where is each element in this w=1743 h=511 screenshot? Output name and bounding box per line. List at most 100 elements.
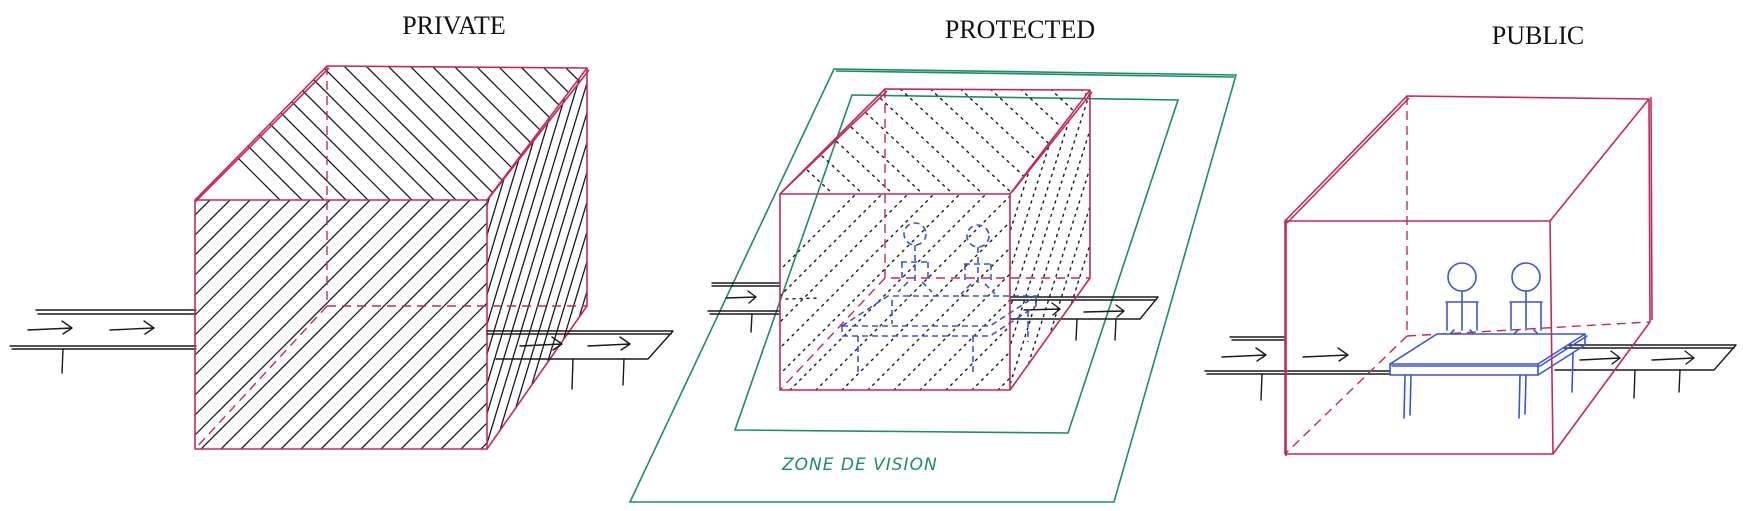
person-icon (1505, 262, 1547, 343)
dotted-line (1010, 90, 1089, 390)
dotted-line (780, 194, 901, 390)
dotted-line (1010, 90, 1077, 390)
dotted-line (899, 194, 1010, 390)
hatch-line (439, 200, 487, 449)
flow-arrow-icon (725, 290, 1125, 318)
dotted-line (909, 89, 1061, 194)
hatch-line (537, 66, 587, 200)
dotted-line (821, 194, 1010, 390)
hatch-line (319, 200, 487, 449)
dotted-line (1010, 90, 1090, 390)
pipe (1204, 336, 1737, 401)
dotted-line (819, 89, 971, 194)
dotted-line (1059, 89, 1090, 194)
desk (839, 295, 1039, 372)
hatch-line (0, 170, 180, 470)
hatch-line (259, 200, 487, 449)
person-icon (1441, 262, 1483, 343)
dotted-line (780, 194, 1010, 390)
public-box (1284, 95, 1653, 456)
hatch-line (195, 200, 421, 449)
hatch-line (568, 68, 587, 449)
private-panel (0, 40, 800, 470)
hatch-line (487, 68, 583, 449)
panel-title-protected: PROTECTED (945, 15, 1095, 44)
public-box-back (1284, 96, 1650, 455)
panel-title-public: PUBLIC (1492, 21, 1584, 50)
dotted-line (789, 89, 941, 194)
hatch-line (586, 68, 587, 449)
protected-box (779, 88, 1093, 391)
hatch-line (195, 200, 321, 449)
dotted-line (873, 194, 1010, 390)
hatch-line (279, 200, 487, 449)
desk (1389, 333, 1588, 419)
hatch-line (195, 200, 461, 449)
outbound-pipe (486, 330, 674, 390)
hatch-line (195, 200, 201, 449)
dotted-line (1049, 90, 1090, 390)
dotted-line (1010, 90, 1090, 390)
dotted-line (977, 194, 1010, 390)
hatch-line (487, 68, 587, 449)
hatch-line (195, 200, 281, 449)
vision-zone (628, 68, 1238, 503)
hatch-line (359, 200, 487, 449)
hatch-line (399, 200, 487, 449)
hatch-line (515, 66, 587, 200)
hatch-line (419, 200, 487, 449)
hatch-line (559, 66, 587, 200)
dotted-line (780, 194, 979, 390)
public-panel (1204, 95, 1737, 456)
hatch-line (195, 200, 261, 449)
people-group (839, 222, 1039, 372)
hatch-line (577, 68, 587, 449)
panel-title-private: PRIVATE (402, 11, 506, 40)
dotted-line (780, 194, 1005, 390)
dotted-line (780, 89, 881, 194)
hatch-line (195, 200, 381, 449)
hatch-line (195, 200, 341, 449)
person-icon (960, 224, 996, 295)
zone-label: ZONE DE VISION (781, 455, 938, 475)
dotted-line (1010, 90, 1041, 390)
pipe (707, 282, 1159, 341)
hatch-line (239, 200, 487, 449)
hatch-line (195, 200, 401, 449)
hatch-line (195, 200, 481, 449)
hatch-line (496, 68, 587, 449)
dotted-line (999, 89, 1090, 194)
dotted-line (969, 89, 1090, 194)
dotted-line (849, 89, 1001, 194)
hatch-line (596, 40, 726, 470)
person-icon (897, 222, 933, 293)
hatch-line (493, 66, 587, 200)
dotted-line (1025, 90, 1090, 390)
dotted-line (780, 194, 927, 390)
hatch-line (299, 200, 487, 449)
hatch-line (195, 200, 221, 449)
hatch-line (317, 66, 509, 200)
flow-arrow-icon (519, 336, 631, 351)
dotted-line (1013, 90, 1090, 390)
hatch-line (500, 170, 800, 470)
hatch-line (581, 66, 587, 200)
dotted-surface (780, 89, 1090, 390)
people-group (1389, 262, 1588, 419)
hatch-line (195, 200, 301, 449)
hatch-line (487, 68, 587, 449)
hatch-line (199, 200, 487, 449)
hatch-line (195, 200, 241, 449)
hatch-line (219, 200, 487, 449)
flow-arrow-icon (27, 320, 155, 335)
dotted-line (780, 89, 851, 194)
dotted-line (795, 194, 1010, 390)
hatch-line (487, 68, 587, 449)
hatch-line (195, 200, 361, 449)
hatch-line (604, 40, 794, 230)
dotted-line (879, 89, 1031, 194)
dotted-line (780, 194, 953, 390)
flow-arrow-icon (1221, 347, 1695, 365)
private-box (194, 65, 590, 450)
inbound-pipe (9, 309, 197, 374)
